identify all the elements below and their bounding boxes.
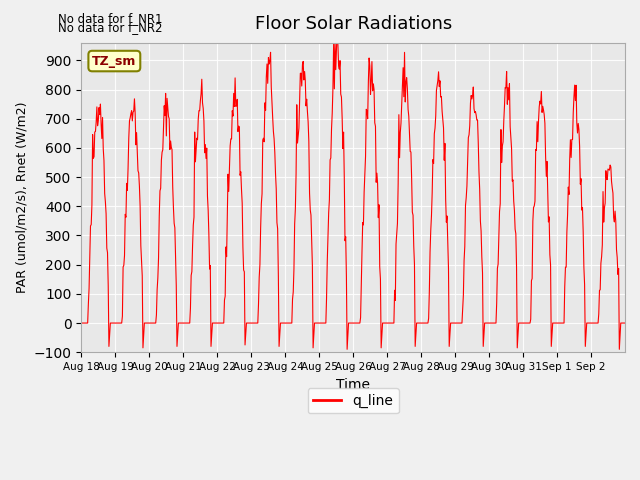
Text: TZ_sm: TZ_sm (92, 55, 136, 68)
X-axis label: Time: Time (336, 377, 370, 392)
Text: No data for f_NR1: No data for f_NR1 (58, 12, 162, 24)
Y-axis label: PAR (umol/m2/s), Rnet (W/m2): PAR (umol/m2/s), Rnet (W/m2) (15, 102, 28, 293)
Legend: q_line: q_line (308, 388, 399, 413)
Text: No data for f_NR2: No data for f_NR2 (58, 21, 162, 34)
Title: Floor Solar Radiations: Floor Solar Radiations (255, 15, 452, 33)
